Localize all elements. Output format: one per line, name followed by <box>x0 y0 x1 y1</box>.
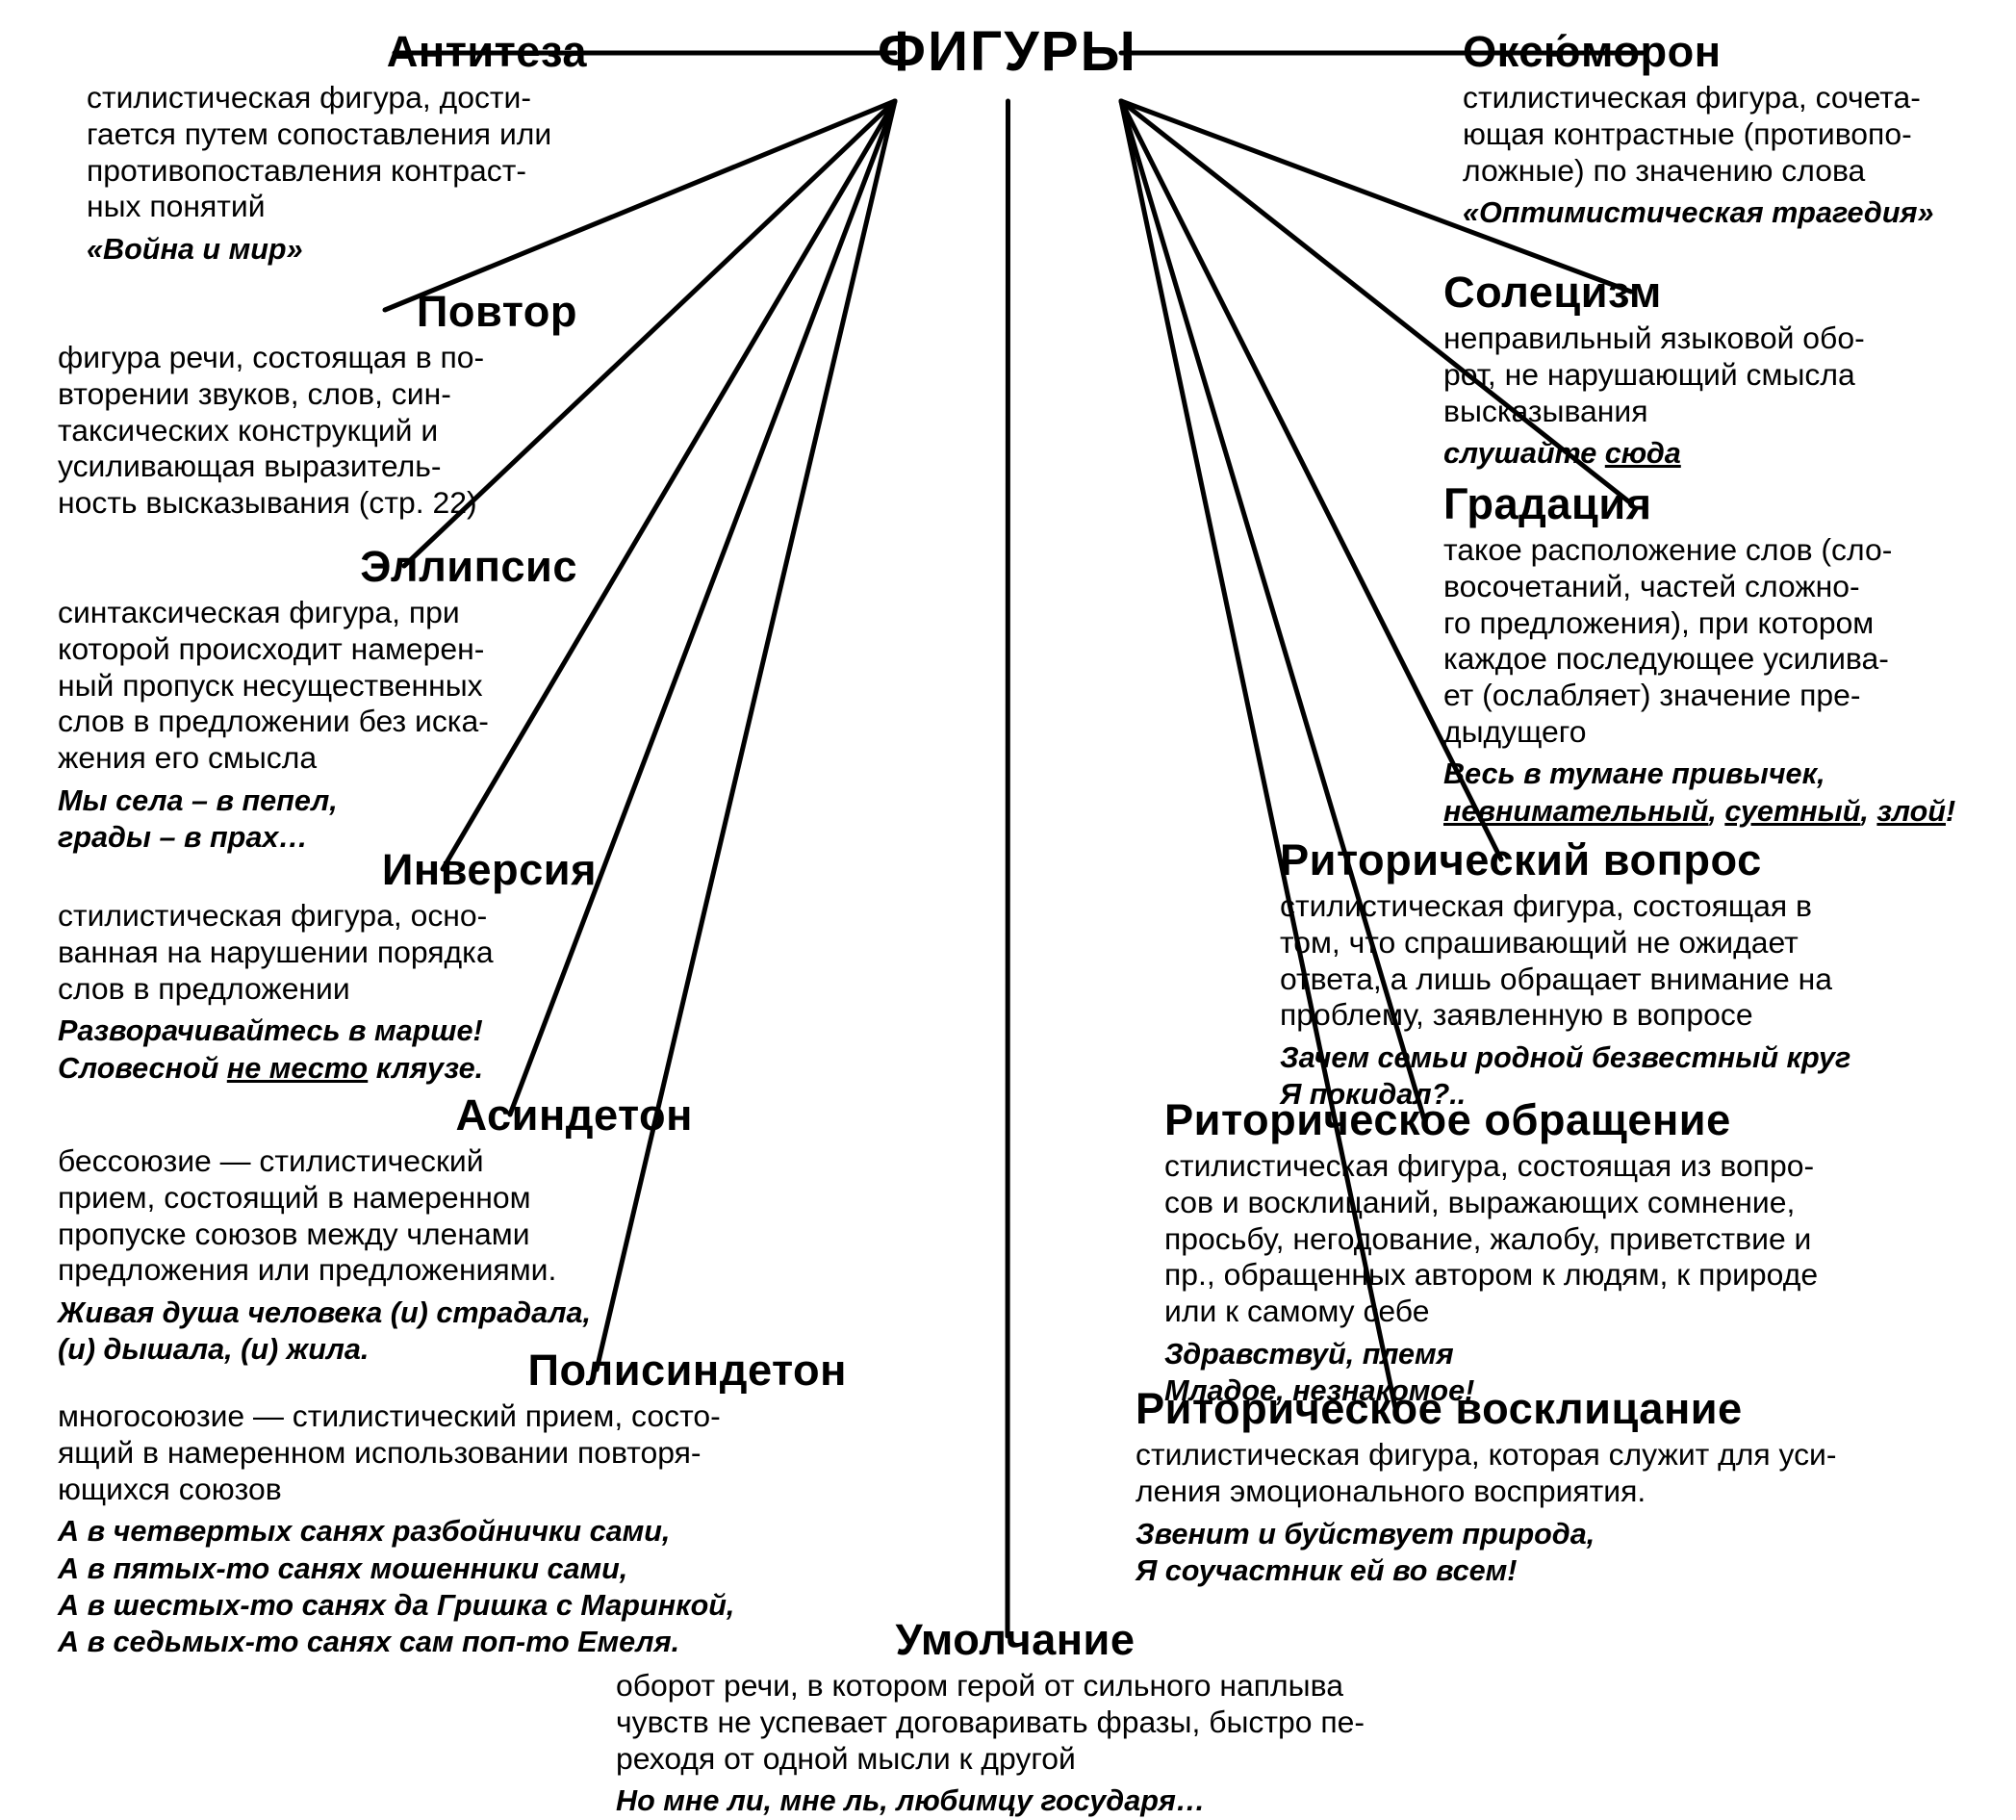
entry-inversia: Инверсия стилистическая фигура, осно- ван… <box>58 847 597 1087</box>
def-ritor-obrash: стилистическая фигура, состоящая из вопр… <box>1164 1148 1973 1329</box>
term-ritor-obrash: Риторическое обращение <box>1164 1097 1973 1142</box>
term-inversia: Инверсия <box>58 847 597 892</box>
example-ritor-vosk: Звенит и буйствует природа, Я соучастник… <box>1136 1516 1973 1589</box>
entry-umolchanie: Умолчание оборот речи, в котором герой от… <box>616 1617 1415 1820</box>
example-soletsizm: слушайте сюда <box>1443 435 1963 472</box>
def-povtor: фигура речи, состоящая в по- вторении зв… <box>58 340 577 521</box>
def-ellipsis: синтаксическая фигура, при которой проис… <box>58 595 577 776</box>
def-umolchanie: оборот речи, в котором герой от сильного… <box>616 1668 1415 1777</box>
entry-ritor-vopros: Риторический вопрос стилистическая фигура… <box>1280 837 1973 1114</box>
term-ritor-vosk: Риторическое восклицание <box>1136 1386 1973 1431</box>
term-polisindeton: Полисиндетон <box>58 1347 847 1393</box>
example-inversia: Разворачивайтесь в марше! Словесной не м… <box>58 1013 597 1086</box>
term-ritor-vopros: Риторический вопрос <box>1280 837 1973 883</box>
entry-ellipsis: Эллипсис синтаксическая фигура, при котор… <box>58 544 577 856</box>
entry-oksyumoron: Оксю́морон стилистическая фигура, сочета-… <box>1463 29 1982 232</box>
example-oksyumoron: «Оптимистическая трагедия» <box>1463 194 1982 231</box>
term-gradatsia: Градация <box>1443 481 1982 526</box>
entry-gradatsia: Градация такое расположение слов (сло- во… <box>1443 481 1982 830</box>
example-umolchanie: Но мне ли, мне ль, любимцу государя… <box>616 1782 1415 1819</box>
term-povtor: Повтор <box>58 289 577 334</box>
entry-antiteza: Антитеза стилистическая фигура, дости- га… <box>87 29 587 268</box>
def-inversia: стилистическая фигура, осно- ванная на н… <box>58 898 597 1007</box>
term-antiteza: Антитеза <box>87 29 587 74</box>
term-umolchanie: Умолчание <box>616 1617 1415 1662</box>
def-ritor-vopros: стилистическая фигура, состоящая в том, … <box>1280 888 1973 1034</box>
entry-soletsizm: Солецизм неправильный языковой обо- рот, … <box>1443 269 1963 473</box>
entry-povtor: Повтор фигура речи, состоящая в по- вторе… <box>58 289 577 522</box>
entry-asindeton: Асиндетон бессоюзие — стилистический прие… <box>58 1092 693 1369</box>
def-soletsizm: неправильный языковой обо- рот, не наруш… <box>1443 320 1963 429</box>
def-ritor-vosk: стилистическая фигура, которая служит дл… <box>1136 1437 1973 1509</box>
example-antiteza: «Война и мир» <box>87 231 587 268</box>
example-gradatsia: Весь в тумане привычек, невнимательный, … <box>1443 756 1982 829</box>
term-oksyumoron: Оксю́морон <box>1463 29 1982 74</box>
entry-polisindeton: Полисиндетон многосоюзие — стилистический… <box>58 1347 847 1660</box>
term-asindeton: Асиндетон <box>58 1092 693 1138</box>
term-ellipsis: Эллипсис <box>58 544 577 589</box>
entry-ritor-obrash: Риторическое обращение стилистическая фиг… <box>1164 1097 1973 1409</box>
entry-ritor-vosk: Риторическое восклицание стилистическая ф… <box>1136 1386 1973 1589</box>
def-gradatsia: такое расположение слов (сло- восочетани… <box>1443 532 1982 750</box>
def-antiteza: стилистическая фигура, дости- гается пут… <box>87 80 587 225</box>
def-asindeton: бессоюзие — стилистический прием, состоя… <box>58 1143 693 1289</box>
term-soletsizm: Солецизм <box>1443 269 1963 315</box>
def-oksyumoron: стилистическая фигура, сочета- ющая конт… <box>1463 80 1982 189</box>
def-polisindeton: многосоюзие — стилистический прием, сост… <box>58 1398 847 1507</box>
radial-diagram: ФИГУРЫ Антитеза стилистическая фигура, до… <box>0 0 2016 1810</box>
center-title: ФИГУРЫ <box>854 19 1161 84</box>
